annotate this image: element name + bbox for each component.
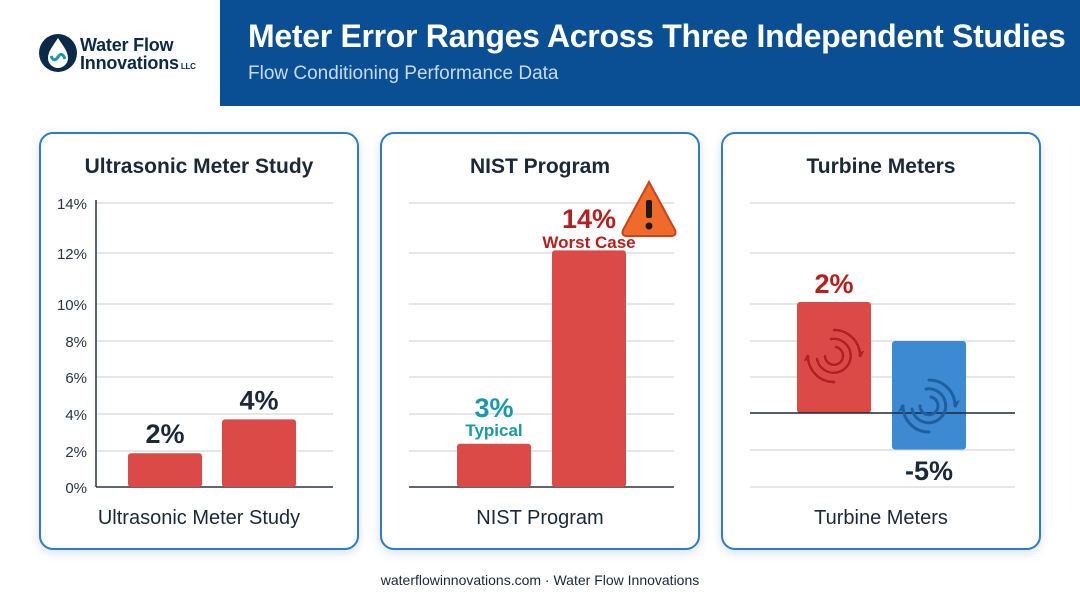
chart-title: NIST Program <box>469 155 611 178</box>
bar <box>128 453 202 487</box>
page-subtitle: Flow Conditioning Performance Data <box>248 63 559 84</box>
data-label: -5% <box>905 456 953 486</box>
chart-canvas: 2% -5% <box>750 202 1015 488</box>
chart-xlabel: NIST Program <box>476 507 604 529</box>
bar <box>457 443 531 487</box>
logo-suffix: LLC <box>180 62 196 71</box>
bar <box>222 419 296 487</box>
y-tick-label: 8% <box>65 334 87 351</box>
annotation-worst-case: Worst Case <box>542 233 635 252</box>
data-label: 2% <box>145 419 184 449</box>
y-tick-label: 6% <box>65 370 87 387</box>
bar <box>552 250 626 487</box>
data-label: 14% <box>562 204 616 234</box>
y-tick-label: 4% <box>65 407 87 424</box>
data-label: 2% <box>814 269 853 299</box>
annotation-typical: Typical <box>465 421 522 440</box>
chart-panel-ultrasonic: Ultrasonic Meter Study 14% 12% 10% 8% 6% 4% 2%… <box>39 132 359 550</box>
page-title: Meter Error Ranges Across Three Independ… <box>248 18 1066 54</box>
footer-text: waterflowinnovations.com · Water Flow In… <box>380 572 700 588</box>
header-banner: Meter Error Ranges Across Three Independ… <box>220 0 1080 106</box>
y-tick-label: 12% <box>57 246 87 263</box>
chart-title: Turbine Meters <box>806 155 956 178</box>
chart-xlabel: Turbine Meters <box>814 507 948 529</box>
chart-canvas: 14% 12% 10% 8% 6% 4% 2% 0% 2% 4% <box>57 196 333 497</box>
y-tick-label: 2% <box>65 444 87 461</box>
logo: Water Flow Innovations LLC <box>0 0 220 106</box>
swirl-icon <box>803 328 865 384</box>
bar <box>797 302 871 413</box>
swirl-icon <box>898 378 960 434</box>
warning-icon <box>621 179 677 237</box>
chart-xlabel: Ultrasonic Meter Study <box>97 507 301 529</box>
y-tick-label: 0% <box>65 480 87 497</box>
y-tick-label: 10% <box>57 297 87 314</box>
logo-line1: Water Flow <box>80 35 174 55</box>
data-label: 3% <box>474 393 513 423</box>
chart-panel-turbine: Turbine Meters 2% -5% Turbine Meters <box>721 132 1041 550</box>
chart-title: Ultrasonic Meter Study <box>84 155 314 178</box>
data-label: 4% <box>239 385 278 415</box>
chart-canvas: 3%Typical 14%Worst Case <box>409 179 677 488</box>
water-drop-logo-icon <box>39 34 77 72</box>
y-tick-label: 14% <box>57 196 87 213</box>
chart-panel-nist: NIST Program 3% Typical 14% Worst Case NIST… <box>380 132 700 550</box>
logo-line2: Innovations <box>80 53 179 73</box>
logo-text: Water Flow Innovations LLC <box>80 36 196 76</box>
